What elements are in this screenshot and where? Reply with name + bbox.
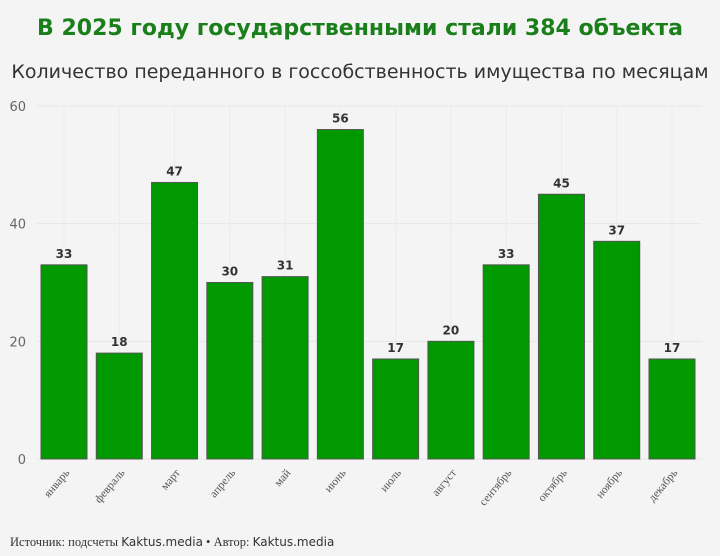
data-label: 33 xyxy=(56,247,73,261)
y-tick-label: 0 xyxy=(18,453,26,468)
x-tick-label: март xyxy=(159,467,183,492)
source-label: Источник: подсчеты xyxy=(10,535,119,549)
data-label: 17 xyxy=(387,341,404,355)
data-label: 47 xyxy=(166,164,183,178)
x-tick-label: июль xyxy=(378,467,404,494)
data-label: 37 xyxy=(608,223,625,237)
x-tick-label: февраль xyxy=(93,467,128,505)
data-label: 56 xyxy=(332,112,349,126)
author-label: Автор: xyxy=(213,535,250,549)
chart-title: В 2025 году государственными стали 384 о… xyxy=(37,16,683,41)
y-tick-label: 60 xyxy=(9,100,26,115)
chart-subtitle: Количество переданного в госсобственност… xyxy=(11,61,709,83)
data-label: 45 xyxy=(553,176,570,190)
x-tick-label: июнь xyxy=(323,467,349,495)
bar-2 xyxy=(95,352,143,460)
source-value: Kaktus.media xyxy=(121,535,203,549)
data-label: 30 xyxy=(221,265,238,279)
bar-4 xyxy=(206,282,254,460)
x-tick-label: ноябрь xyxy=(594,467,625,501)
bar-1 xyxy=(40,264,88,460)
data-label: 33 xyxy=(498,247,515,261)
bar-9 xyxy=(482,264,530,460)
footer-credits: Источник: подсчеты Kaktus.media • Автор:… xyxy=(10,535,334,550)
bar-6 xyxy=(316,129,364,460)
bar-7 xyxy=(372,358,420,460)
data-label: 31 xyxy=(277,259,294,273)
author-value: Kaktus.media xyxy=(252,535,335,549)
x-tick-label: апрель xyxy=(208,467,238,500)
bar-11 xyxy=(593,240,641,460)
bar-10 xyxy=(537,193,585,460)
x-tick-label: январь xyxy=(42,467,72,500)
x-tick-label: август xyxy=(430,467,459,499)
separator: • xyxy=(202,535,214,549)
x-tick-label: май xyxy=(272,467,293,489)
y-tick-label: 40 xyxy=(9,218,26,233)
bar-5 xyxy=(261,276,309,460)
data-label: 17 xyxy=(664,341,681,355)
y-tick-label: 20 xyxy=(9,335,26,350)
data-label: 18 xyxy=(111,335,128,349)
data-label: 20 xyxy=(443,323,460,337)
x-tick-label: октябрь xyxy=(536,467,570,504)
x-tick-label: сентябрь xyxy=(477,467,514,508)
bar-12 xyxy=(648,358,696,460)
bar-8 xyxy=(427,340,475,460)
bar-3 xyxy=(151,181,199,460)
x-tick-label: декабрь xyxy=(646,467,680,504)
